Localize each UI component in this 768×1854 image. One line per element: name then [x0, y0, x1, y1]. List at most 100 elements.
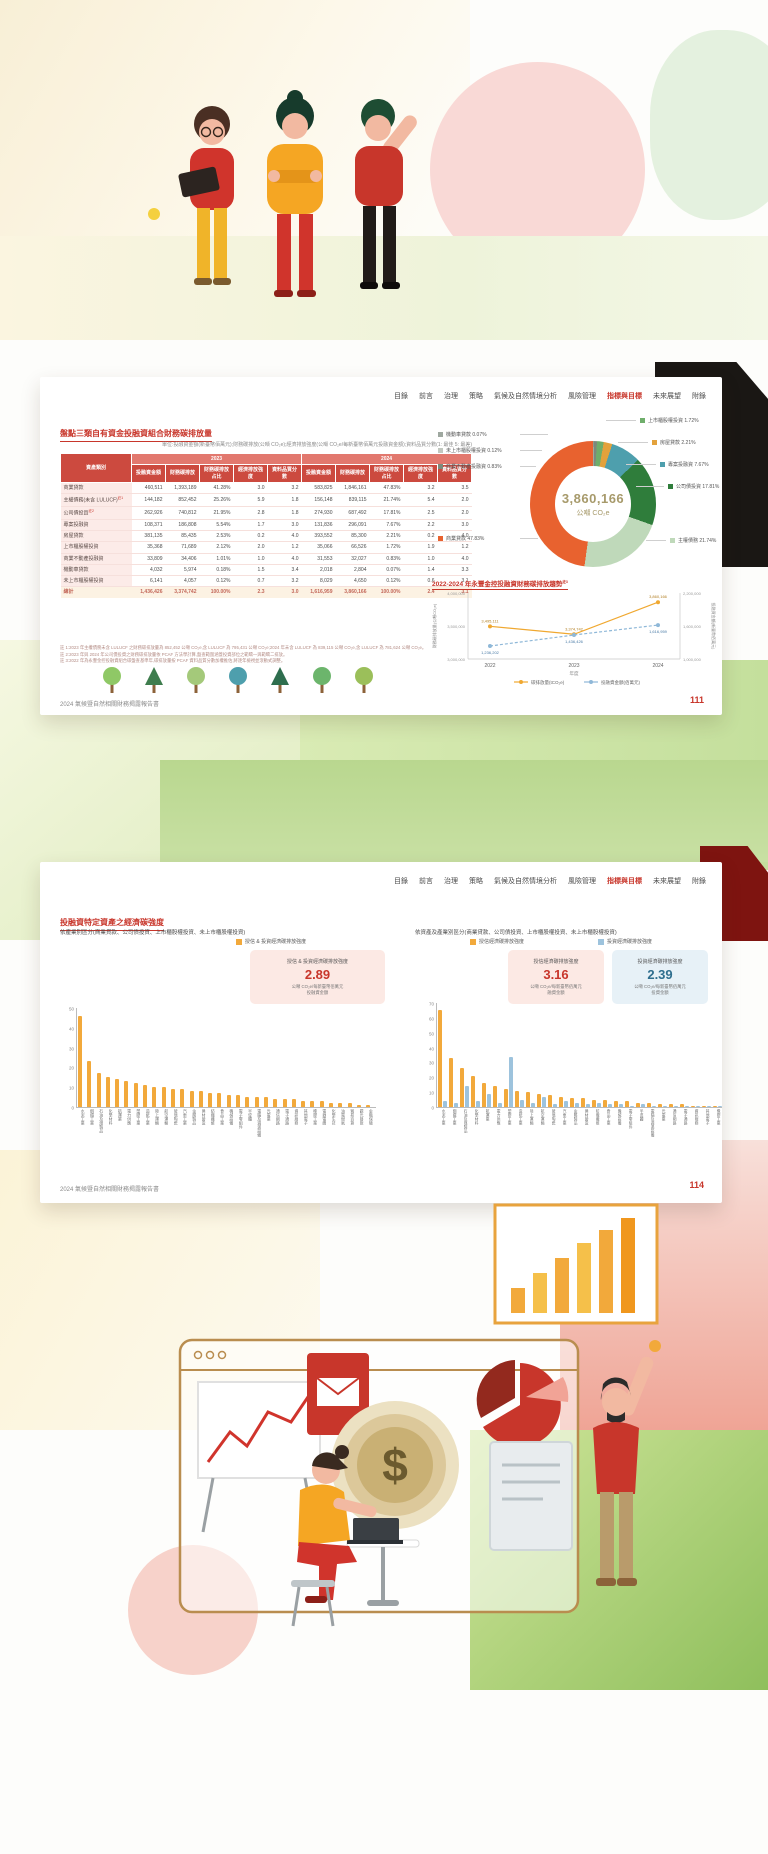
bar-lending	[559, 1096, 563, 1107]
nav-item-附錄[interactable]: 附錄	[692, 393, 706, 400]
cell-value: 0.18%	[199, 564, 234, 577]
bar-group: 其他電子	[702, 1105, 713, 1125]
bar-group: 半導體	[245, 1097, 254, 1121]
bar-lending	[170, 1089, 175, 1107]
cell-value: 66,526	[335, 541, 370, 554]
nav-item-氣候及自然情境分析[interactable]: 氣候及自然情境分析	[494, 393, 557, 400]
cell-value: 4,032	[131, 564, 166, 577]
cell-value: 1.9	[403, 541, 438, 554]
amounts-label: 1,436,426	[565, 639, 584, 644]
cell-value: 1.8	[267, 506, 302, 520]
stat-card-investment-intensity: 投資經濟碳排放強度 2.39 公噸 CO₂e/每新臺幣佰萬元 投資金額	[612, 950, 708, 1004]
cell-value: 31,553	[301, 553, 336, 565]
nav-item-前言[interactable]: 前言	[419, 393, 433, 400]
nav-item-前言[interactable]: 前言	[419, 878, 433, 885]
cell-value: 32,027	[335, 553, 370, 565]
page1-footer-text: 2024 氣候暨自然相關財務揭露報告書	[60, 702, 160, 708]
bg-leaf-band	[160, 760, 768, 862]
stat-card-combined-intensity: 授信 & 投資經濟碳排放強度 2.89 公噸 CO₂e/每新臺幣佰萬元 投融資金…	[250, 950, 385, 1004]
person-pointing	[593, 1340, 661, 1586]
total-value: 3.1	[437, 586, 472, 598]
cell-value: 1,393,189	[165, 482, 200, 495]
col-header: 財務碳排放占比	[199, 464, 234, 483]
bar-group: 橡膠工業	[310, 1101, 319, 1125]
bar-group: 鋼鐵工業	[87, 1061, 96, 1125]
cell-value: 1.5	[233, 564, 268, 577]
bar-group: 玻璃陶瓷	[548, 1095, 559, 1125]
cell-value: 186,808	[165, 519, 200, 532]
nav-item-策略[interactable]: 策略	[469, 878, 483, 885]
bar-investment	[663, 1105, 667, 1107]
y-tick-label: 0	[431, 1105, 434, 1111]
cell-value: 85,435	[165, 530, 200, 543]
table-head: 資產類別 2023 2024 投融資金額 財務碳排放 財務碳排放占比 經濟排放強度 資料品質分…	[60, 452, 472, 483]
right-chart-legend-chip-2: 投資經濟碳排放強度	[598, 938, 652, 945]
cell-value: 6,141	[131, 575, 166, 588]
y-tick-label: 60	[428, 1016, 434, 1022]
cell-value: 1.2	[437, 541, 472, 554]
nav-item-治理[interactable]: 治理	[444, 878, 458, 885]
stat-card-unit: 公噸 CO₂e/每新臺幣佰萬元 投融資金額	[291, 984, 344, 995]
row-label: 機動車貸款	[60, 564, 132, 577]
nav-item-目錄[interactable]: 目錄	[394, 393, 408, 400]
bar-lending	[515, 1090, 519, 1107]
bar-group: 紡織纖維	[592, 1099, 603, 1125]
nav-item-附錄[interactable]: 附錄	[692, 878, 706, 885]
bar-lending	[189, 1091, 194, 1107]
cell-value: 740,812	[165, 506, 200, 520]
bar-lending	[493, 1086, 497, 1107]
cell-value: 4.0	[437, 553, 472, 565]
x-category-label: 石油及煤製品	[463, 1109, 468, 1133]
row-label: 公司債投資註2	[60, 506, 132, 520]
bar-investment	[696, 1105, 700, 1107]
cell-value: 2.12%	[199, 541, 234, 554]
cell-value: 1.72%	[369, 541, 404, 554]
x-category-label: 機械設備	[229, 1109, 234, 1125]
cell-value: 25.26%	[199, 493, 234, 507]
x-category-label: 化學生技	[331, 1109, 336, 1125]
cell-value: 8,029	[301, 575, 336, 588]
x-category-label: 塑膠工業	[507, 1109, 512, 1125]
cell-value: 2.0	[233, 541, 268, 554]
legend-swatch-icon	[660, 462, 665, 467]
legend-connector-line	[520, 538, 538, 539]
bar-lending	[236, 1095, 241, 1107]
x-category-label: 橡膠工業	[313, 1109, 318, 1125]
orange-swatch-icon	[236, 938, 242, 945]
trend-title-text: 2022-2024 年永豐金控投融資財務碳排放趨勢	[432, 580, 563, 588]
bar-group: 電器電纜	[319, 1101, 329, 1125]
table-row: 上市櫃股權投資 35,368 71,689 2.12% 2.0 1.2 35,066 66,5…	[60, 541, 472, 554]
nav-item-風險管理[interactable]: 風險管理	[568, 393, 596, 400]
nav-item-策略[interactable]: 策略	[469, 393, 483, 400]
cell-value: 4.0	[437, 530, 472, 543]
x-category-label: 塑膠工業	[136, 1109, 141, 1125]
bar-investment	[443, 1101, 447, 1107]
cell-value: 47.83%	[369, 482, 404, 495]
nav-item-風險管理[interactable]: 風險管理	[568, 878, 596, 885]
nav-item-氣候及自然情境分析[interactable]: 氣候及自然情境分析	[494, 878, 557, 885]
table-row: 房屋貸款 381,135 85,435 2.53% 0.2 4.0 393,552 85,30…	[60, 530, 472, 543]
nav-item-未來展望[interactable]: 未來展望	[653, 878, 681, 885]
bar-investment	[575, 1102, 579, 1107]
bar-investment	[509, 1056, 513, 1107]
bar-lending	[87, 1061, 92, 1107]
x-category-label: 造紙工業	[518, 1109, 523, 1125]
page2-number: 114	[689, 1180, 704, 1190]
cell-value: 262,926	[131, 506, 166, 520]
stat-card-value: 3.16	[543, 967, 569, 983]
left-chart-legend-chip: 授信 & 投資經濟碳排放強度	[236, 938, 306, 945]
stat-card-value: 2.89	[304, 967, 331, 983]
cell-value: 0.6	[403, 575, 438, 588]
nav-item-治理[interactable]: 治理	[444, 393, 458, 400]
nav-item-目錄[interactable]: 目錄	[394, 878, 408, 885]
nav-item-未來展望[interactable]: 未來展望	[653, 393, 681, 400]
bar-group: 建材營造	[581, 1098, 592, 1125]
trend-title: 2022-2024 年永豐金控投融資財務碳排放趨勢註3	[432, 578, 568, 590]
bar-group: 水泥工業	[438, 1010, 449, 1125]
x-category-label: 紡織纖維	[595, 1109, 600, 1125]
bar-group: 鋼鐵工業	[449, 1057, 460, 1125]
nav-item-指標與目標[interactable]: 指標與目標	[607, 878, 642, 885]
nav-item-指標與目標[interactable]: 指標與目標	[607, 393, 642, 400]
bar-lending	[366, 1105, 371, 1107]
cell-value: 85,300	[335, 530, 370, 543]
